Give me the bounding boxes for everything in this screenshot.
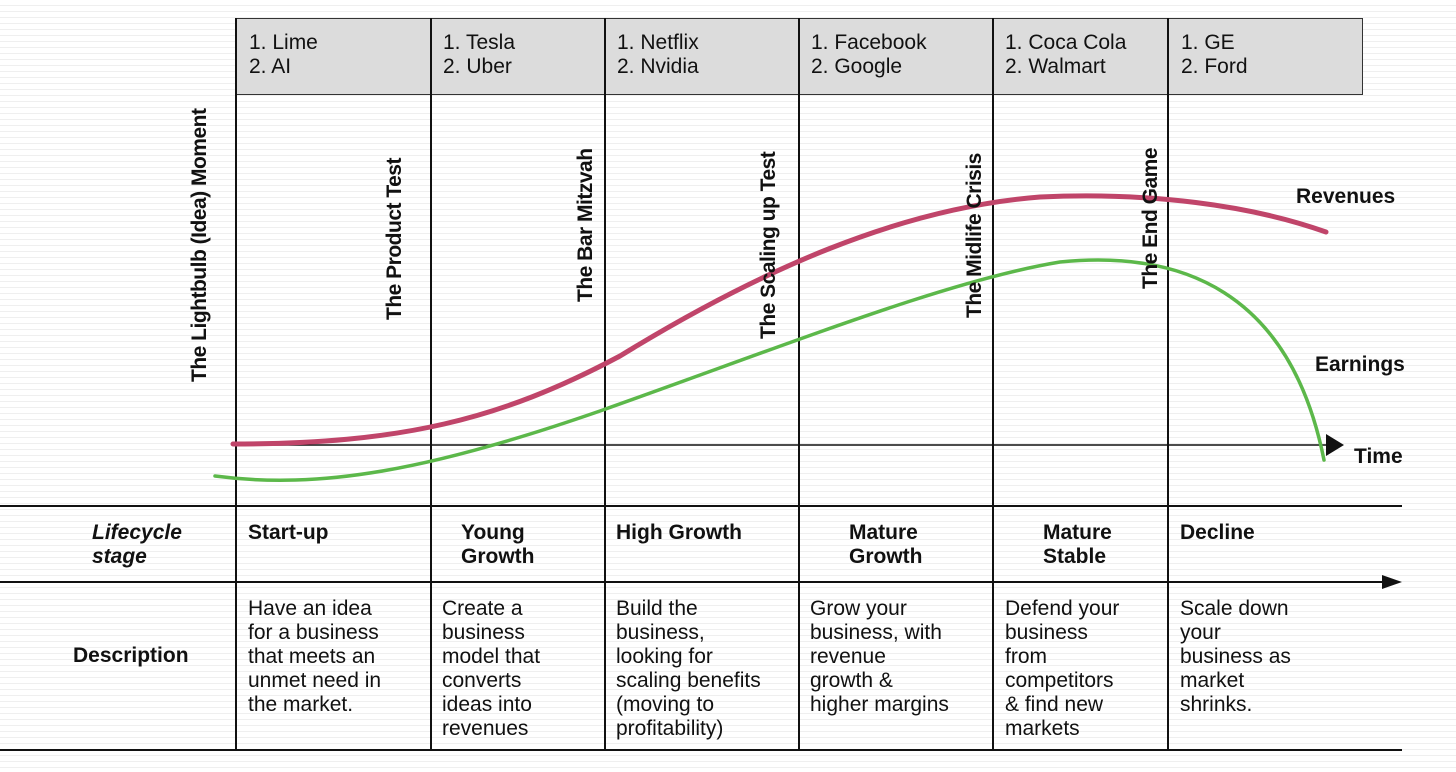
milestone-label: The End Game xyxy=(1139,147,1162,289)
time-axis-arrowhead xyxy=(1326,434,1344,456)
stage-young-growth: Young Growth xyxy=(461,521,535,568)
column-divider xyxy=(604,18,606,750)
company-name: 2. Ford xyxy=(1181,55,1248,78)
stage-mature-stable: Mature Stable xyxy=(1043,521,1112,568)
column-divider xyxy=(1167,18,1169,750)
stage-startup: Start-up xyxy=(248,521,329,544)
time-label: Time xyxy=(1354,445,1403,468)
milestone-label: The Midlife Crisis xyxy=(963,153,986,318)
description-mature-growth: Grow your business, with revenue growth … xyxy=(810,597,949,716)
company-box-high-growth: 1. Netflix 2. Nvidia xyxy=(604,18,800,95)
row-divider-bottom xyxy=(0,749,1402,751)
earnings-label: Earnings xyxy=(1315,353,1405,376)
stage-mature-growth: Mature Growth xyxy=(849,521,923,568)
company-name: 1. Netflix xyxy=(617,31,699,54)
description-label: Description xyxy=(73,644,189,667)
company-name: 1. Coca Cola xyxy=(1005,31,1127,54)
milestone-label: The Product Test xyxy=(383,158,406,320)
earnings-curve xyxy=(213,258,1326,483)
description-high-growth: Build the business, looking for scaling … xyxy=(616,597,761,740)
company-name: 2. Nvidia xyxy=(617,55,699,78)
company-name: 2. Uber xyxy=(443,55,512,78)
company-name: 1. Tesla xyxy=(443,31,515,54)
revenues-curve xyxy=(230,193,1329,447)
milestone-label: The Scaling up Test xyxy=(757,151,780,339)
company-box-mature-growth: 1. Facebook 2. Google xyxy=(798,18,994,95)
column-divider xyxy=(992,18,994,750)
row-divider-middle xyxy=(0,581,1386,583)
row-divider-top xyxy=(0,505,1402,507)
company-name: 2. Google xyxy=(811,55,903,78)
column-divider xyxy=(430,18,432,750)
description-mature-stable: Defend your business from competitors & … xyxy=(1005,597,1120,740)
company-box-decline: 1. GE 2. Ford xyxy=(1168,18,1363,95)
revenues-label: Revenues xyxy=(1296,185,1396,208)
lifecycle-stage-label: Lifecycle stage xyxy=(92,521,182,568)
milestone-label: The Bar Mitzvah xyxy=(574,148,597,302)
milestone-label: The Lightbulb (Idea) Moment xyxy=(188,108,211,382)
stage-axis-arrowhead xyxy=(1382,575,1402,589)
company-box-startup: 1. Lime 2. AI xyxy=(236,18,432,95)
column-divider xyxy=(798,18,800,750)
description-decline: Scale down your business as market shrin… xyxy=(1180,597,1291,716)
company-name: 2. AI xyxy=(249,55,292,78)
company-name: 1. Lime xyxy=(249,31,318,54)
stage-high-growth: High Growth xyxy=(616,521,742,544)
stage-decline: Decline xyxy=(1180,521,1255,544)
description-young-growth: Create a business model that converts id… xyxy=(442,597,541,740)
company-name: 1. Facebook xyxy=(811,31,927,54)
company-name: 1. GE xyxy=(1181,31,1235,54)
company-box-mature-stable: 1. Coca Cola 2. Walmart xyxy=(992,18,1170,95)
company-name: 2. Walmart xyxy=(1005,55,1106,78)
description-startup: Have an idea for a business that meets a… xyxy=(248,597,382,716)
column-divider xyxy=(235,18,237,750)
